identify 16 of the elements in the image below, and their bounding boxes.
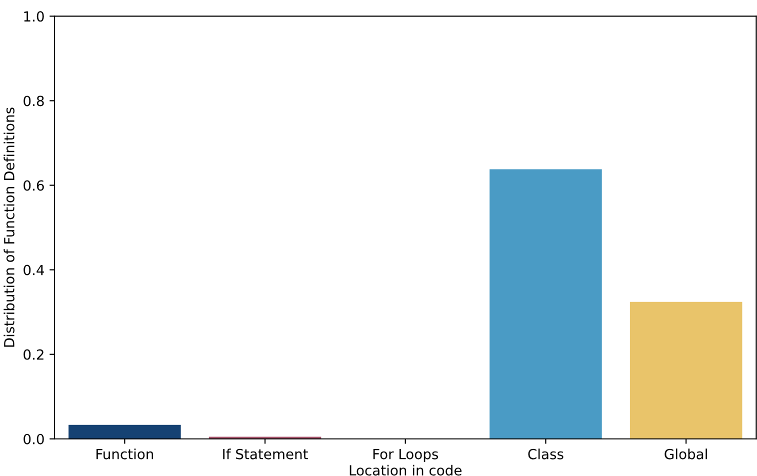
- x-tick-label: For Loops: [373, 449, 438, 462]
- x-axis-title: Location in code: [350, 464, 462, 476]
- bar: [68, 424, 181, 439]
- y-tick-label: 0.6: [24, 180, 44, 191]
- y-tick-label: 1.0: [24, 11, 44, 22]
- y-axis-title: Distribution of Function Definitions: [4, 108, 14, 347]
- y-tick-label: 0.2: [24, 349, 44, 360]
- y-tick-label: 0.0: [24, 434, 44, 444]
- x-tick-label: Function: [96, 448, 154, 460]
- y-tick-label: 0.4: [24, 264, 44, 276]
- x-tick-label: Class: [528, 448, 564, 460]
- bar: [490, 169, 602, 439]
- x-tick-label: Global: [664, 448, 707, 460]
- x-tick-label: If Statement: [223, 448, 308, 460]
- bar: [630, 302, 742, 439]
- y-tick-label: 0.8: [24, 96, 44, 106]
